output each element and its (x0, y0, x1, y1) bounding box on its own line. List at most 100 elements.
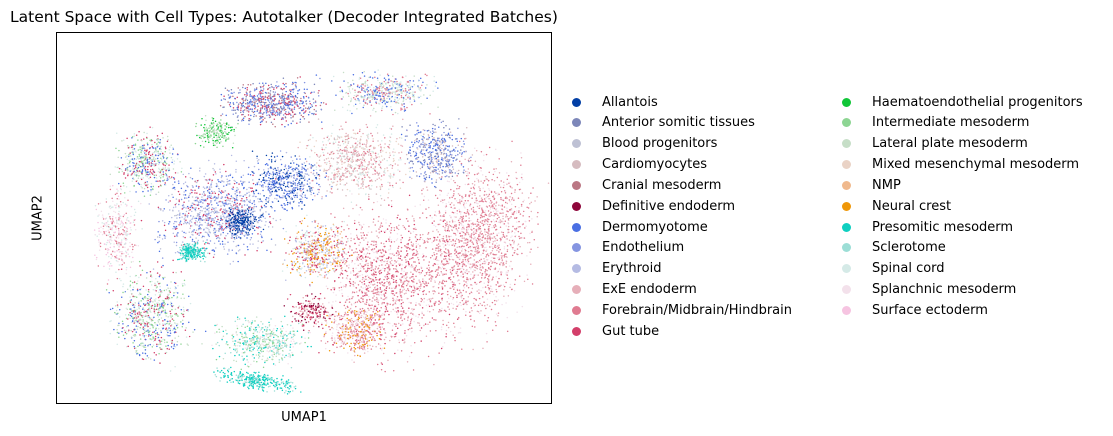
scatter-point (200, 231, 202, 234)
scatter-point (236, 220, 239, 222)
scatter-point (483, 301, 485, 303)
scatter-point (236, 206, 238, 209)
scatter-point (473, 173, 476, 176)
scatter-point (368, 168, 370, 170)
scatter-point (359, 206, 362, 209)
scatter-point (459, 160, 461, 163)
scatter-point (484, 219, 487, 221)
scatter-point (444, 244, 447, 246)
scatter-point (474, 304, 476, 307)
scatter-point (397, 316, 399, 319)
scatter-point (423, 301, 425, 303)
scatter-point (490, 288, 493, 290)
scatter-point (471, 287, 474, 290)
scatter-point (336, 163, 338, 165)
scatter-point (225, 211, 228, 213)
scatter-point (340, 225, 343, 228)
scatter-point (361, 310, 363, 312)
scatter-point (456, 289, 459, 292)
scatter-point (506, 202, 509, 205)
scatter-point (365, 285, 368, 287)
scatter-point (466, 269, 468, 271)
scatter-point (345, 132, 347, 135)
scatter-point (445, 260, 448, 262)
scatter-point (208, 212, 210, 214)
scatter-point (346, 176, 348, 178)
scatter-point (398, 159, 400, 161)
scatter-point (161, 257, 164, 259)
scatter-point (389, 127, 391, 130)
scatter-point (459, 332, 462, 334)
scatter-point (248, 206, 250, 208)
scatter-point (516, 311, 518, 313)
scatter-point (486, 304, 489, 306)
scatter-point (369, 286, 371, 289)
scatter-point (488, 275, 490, 278)
scatter-point (242, 211, 244, 214)
scatter-point (220, 192, 223, 195)
scatter-point (214, 199, 217, 201)
scatter-point (484, 241, 486, 244)
scatter-point (489, 212, 491, 215)
scatter-point (388, 240, 391, 242)
scatter-point (463, 286, 466, 289)
scatter-point (511, 268, 513, 270)
scatter-point (377, 303, 380, 306)
scatter-point (206, 239, 208, 241)
scatter-point (437, 286, 440, 289)
scatter-point (473, 274, 476, 276)
scatter-point (506, 228, 509, 231)
scatter-point (464, 170, 467, 173)
scatter-point (306, 144, 308, 147)
scatter-point (325, 285, 328, 287)
scatter-point (345, 146, 347, 148)
scatter-point (413, 308, 415, 311)
scatter-point (474, 160, 477, 163)
scatter-point (468, 266, 471, 269)
scatter-point (348, 280, 351, 283)
scatter-point (397, 253, 400, 256)
scatter-point (418, 289, 421, 292)
scatter-point (419, 281, 421, 283)
scatter-point (185, 210, 188, 213)
scatter-point (427, 199, 430, 201)
scatter-point (489, 268, 492, 271)
scatter-point (393, 274, 396, 277)
scatter-point (410, 241, 413, 244)
scatter-point (379, 272, 381, 275)
scatter-point (202, 240, 205, 242)
scatter-point (392, 157, 395, 160)
scatter-point (361, 209, 363, 211)
scatter-point (517, 226, 520, 228)
scatter-point (233, 221, 235, 224)
scatter-point (499, 186, 502, 189)
scatter-point (404, 228, 407, 230)
scatter-point (403, 293, 406, 295)
scatter-point (384, 267, 386, 270)
scatter-point (241, 233, 243, 235)
scatter-point (482, 296, 484, 298)
scatter-point (331, 132, 333, 135)
scatter-point (198, 227, 200, 230)
scatter-point (466, 277, 468, 279)
scatter-point (452, 276, 455, 278)
scatter-point (398, 341, 401, 344)
scatter-point (513, 240, 515, 243)
scatter-point (510, 203, 513, 206)
scatter-point (354, 282, 356, 284)
scatter-point (332, 182, 334, 184)
scatter-point (463, 280, 465, 282)
scatter-point (394, 352, 396, 355)
scatter-point (340, 168, 342, 170)
scatter-point (461, 348, 463, 350)
scatter-point (234, 193, 236, 195)
scatter-point (203, 235, 206, 238)
scatter-point (210, 200, 212, 202)
scatter-point (402, 339, 405, 342)
scatter-point (361, 278, 364, 281)
scatter-point (389, 141, 392, 143)
scatter-point (404, 330, 406, 332)
scatter-point (239, 222, 241, 224)
scatter-point (420, 271, 422, 274)
scatter-point (213, 219, 215, 222)
